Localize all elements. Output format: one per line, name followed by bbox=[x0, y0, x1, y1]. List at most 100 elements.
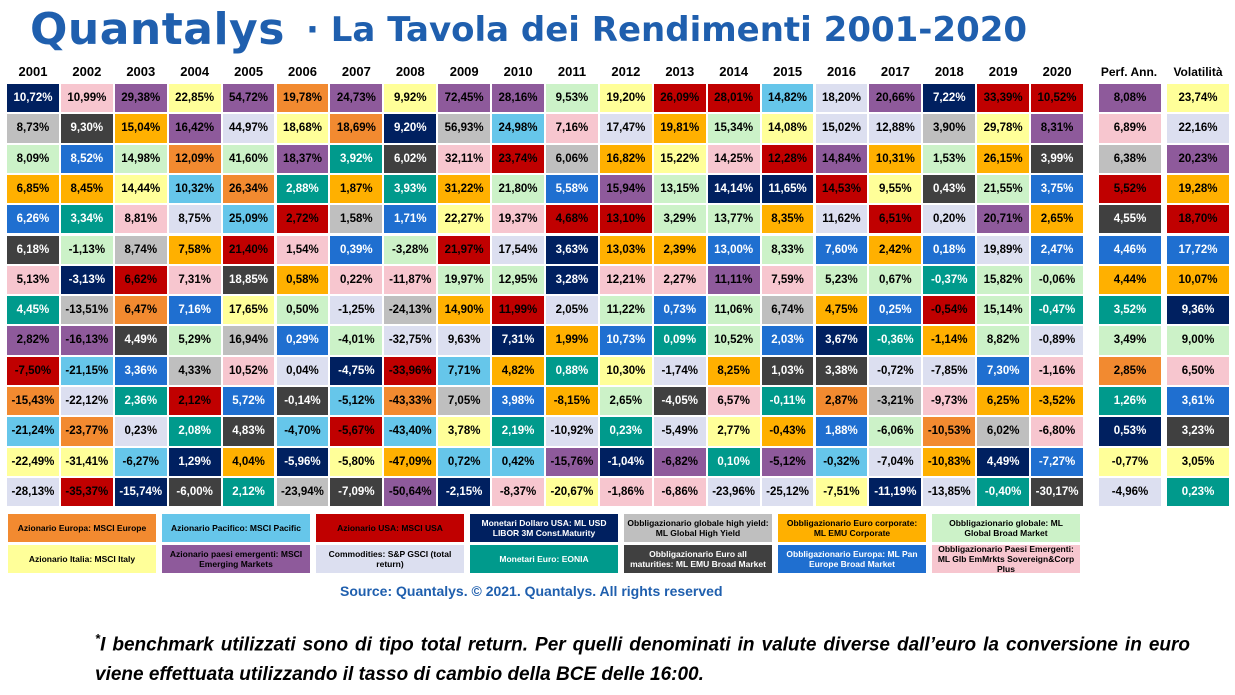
year-header-2006: 2006 bbox=[288, 64, 317, 79]
legend-ita: Azionario Italia: MSCI Italy bbox=[8, 545, 156, 573]
return-cell-2012-11: 2,65% bbox=[598, 386, 653, 417]
perf-ann-cell-8: 3,52% bbox=[1098, 295, 1162, 326]
return-cell-2001-2: 8,73% bbox=[6, 113, 60, 144]
return-cell-2009-12: 3,78% bbox=[437, 416, 492, 447]
source-credit: Source: Quantalys. © 2021. Quantalys. Al… bbox=[340, 583, 723, 599]
return-cell-2011-5: 4,68% bbox=[545, 204, 599, 235]
return-cell-2004-12: 2,08% bbox=[167, 416, 222, 447]
year-header-2003: 2003 bbox=[126, 64, 156, 79]
return-cell-2016-14: -7,51% bbox=[814, 476, 869, 508]
return-cell-2016-4: 14,53% bbox=[814, 173, 869, 205]
return-cell-2006-12: -4,70% bbox=[275, 416, 330, 447]
return-cell-2016-12: 1,88% bbox=[814, 416, 869, 447]
return-cell-2008-5: 1,71% bbox=[383, 204, 438, 235]
return-cell-2002-13: -31,41% bbox=[59, 446, 114, 477]
return-cell-2010-11: 3,98% bbox=[491, 386, 545, 417]
return-cell-2010-4: 21,80% bbox=[491, 173, 545, 205]
return-cell-2020-2: 8,31% bbox=[1030, 113, 1084, 144]
return-cell-2004-5: 8,75% bbox=[167, 204, 222, 235]
return-cell-2016-13: -0,32% bbox=[814, 446, 869, 477]
perf-ann-cell-11: 1,26% bbox=[1098, 386, 1162, 417]
return-cell-2007-8: -1,25% bbox=[329, 295, 384, 326]
year-header-2001: 2001 bbox=[18, 64, 48, 79]
return-cell-2010-9: 7,31% bbox=[491, 325, 545, 356]
perf-ann-cell-3: 6,38% bbox=[1098, 143, 1162, 174]
return-cell-2009-9: 9,63% bbox=[437, 325, 492, 356]
legend-eonia: Monetari Euro: EONIA bbox=[470, 545, 618, 573]
return-cell-2007-4: 1,87% bbox=[329, 173, 384, 205]
return-cell-2012-2: 17,47% bbox=[598, 113, 653, 144]
return-cell-2005-13: 4,04% bbox=[221, 446, 276, 477]
return-cell-2003-14: -15,74% bbox=[113, 476, 168, 508]
return-cell-2013-12: -5,49% bbox=[652, 416, 707, 447]
header: Quantalys · La Tavola dei Rendimenti 200… bbox=[0, 0, 1235, 60]
year-header-2008: 2008 bbox=[395, 64, 425, 79]
return-cell-2012-12: 0,23% bbox=[598, 416, 653, 447]
return-cell-2015-9: 2,03% bbox=[760, 325, 815, 356]
return-cell-2018-2: 3,90% bbox=[922, 113, 977, 144]
return-cell-2018-14: -13,85% bbox=[922, 476, 977, 508]
page-title: · La Tavola dei Rendimenti 2001-2020 bbox=[306, 10, 1028, 50]
return-cell-2013-4: 13,15% bbox=[652, 173, 707, 205]
return-cell-2016-1: 18,20% bbox=[814, 83, 869, 114]
return-cell-2001-1: 10,72% bbox=[6, 83, 60, 114]
return-cell-2010-6: 17,54% bbox=[491, 234, 545, 265]
return-cell-2020-7: -0,06% bbox=[1030, 264, 1084, 296]
return-cell-2014-6: 13,00% bbox=[706, 234, 761, 265]
footnote-text: I benchmark utilizzati sono di tipo tota… bbox=[95, 634, 1190, 686]
return-cell-2019-2: 29,78% bbox=[976, 113, 1031, 144]
return-cell-2003-9: 4,49% bbox=[113, 325, 168, 356]
return-cell-2013-3: 15,22% bbox=[652, 143, 707, 174]
return-cell-2017-9: -0,36% bbox=[868, 325, 923, 356]
return-cell-2020-11: -3,52% bbox=[1030, 386, 1084, 417]
year-header-2010: 2010 bbox=[503, 64, 533, 79]
return-cell-2007-12: -5,67% bbox=[329, 416, 384, 447]
return-cell-2013-11: -4,05% bbox=[652, 386, 707, 417]
return-cell-2017-5: 6,51% bbox=[868, 204, 923, 235]
return-cell-2015-11: -0,11% bbox=[760, 386, 815, 417]
legend-paneu: Obbligazionario Europa: ML Pan Europe Br… bbox=[778, 545, 926, 573]
return-cell-2018-11: -9,73% bbox=[922, 386, 977, 417]
return-cell-2012-10: 10,30% bbox=[598, 355, 653, 386]
return-cell-2010-8: 11,99% bbox=[491, 295, 545, 326]
return-cell-2005-1: 54,72% bbox=[221, 83, 276, 114]
return-cell-2016-5: 11,62% bbox=[814, 204, 869, 235]
return-cell-2006-6: 1,54% bbox=[275, 234, 330, 265]
legend-pac: Azionario Pacifico: MSCI Pacific bbox=[162, 514, 310, 542]
return-cell-2005-10: 10,52% bbox=[221, 355, 276, 386]
return-cell-2017-14: -11,19% bbox=[868, 476, 923, 508]
return-cell-2003-5: 8,81% bbox=[113, 204, 168, 235]
year-header-2004: 2004 bbox=[180, 64, 210, 79]
return-cell-2008-2: 9,20% bbox=[383, 113, 438, 144]
return-cell-2020-6: 2,47% bbox=[1030, 234, 1084, 265]
return-cell-2016-8: 4,75% bbox=[814, 295, 869, 326]
return-cell-2011-12: -10,92% bbox=[545, 416, 599, 447]
return-cell-2011-2: 7,16% bbox=[545, 113, 599, 144]
return-cell-2006-9: 0,29% bbox=[275, 325, 330, 356]
return-cell-2018-5: 0,20% bbox=[922, 204, 977, 235]
return-cell-2020-8: -0,47% bbox=[1030, 295, 1084, 326]
volatility-cell-3: 20,23% bbox=[1166, 143, 1230, 174]
return-cell-2017-6: 2,42% bbox=[868, 234, 923, 265]
return-cell-2001-13: -22,49% bbox=[6, 446, 60, 477]
return-cell-2015-13: -5,12% bbox=[760, 446, 815, 477]
perf-ann-cell-13: -0,77% bbox=[1098, 446, 1162, 477]
return-cell-2011-7: 3,28% bbox=[545, 264, 599, 296]
return-cell-2019-6: 19,89% bbox=[976, 234, 1031, 265]
return-cell-2007-1: 24,73% bbox=[329, 83, 384, 114]
return-cell-2015-4: 11,65% bbox=[760, 173, 815, 205]
return-cell-2004-14: -6,00% bbox=[167, 476, 222, 508]
return-cell-2018-3: 1,53% bbox=[922, 143, 977, 174]
return-cell-2008-6: -3,28% bbox=[383, 234, 438, 265]
return-cell-2008-8: -24,13% bbox=[383, 295, 438, 326]
return-cell-2020-13: -7,27% bbox=[1030, 446, 1084, 477]
return-cell-2004-6: 7,58% bbox=[167, 234, 222, 265]
return-cell-2020-10: -1,16% bbox=[1030, 355, 1084, 386]
volatility-cell-11: 3,61% bbox=[1166, 386, 1230, 417]
return-cell-2012-8: 11,22% bbox=[598, 295, 653, 326]
year-header-2015: 2015 bbox=[773, 64, 803, 79]
return-cell-2014-8: 11,06% bbox=[706, 295, 761, 326]
return-cell-2019-7: 15,82% bbox=[976, 264, 1031, 296]
return-cell-2017-2: 12,88% bbox=[868, 113, 923, 144]
return-cell-2016-6: 7,60% bbox=[814, 234, 869, 265]
